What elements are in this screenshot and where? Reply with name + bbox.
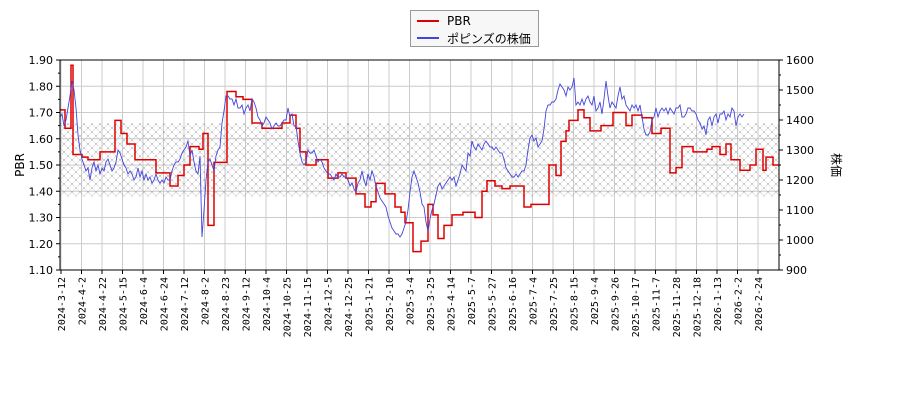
x-tick-label: 2025-7-4 [529, 277, 540, 325]
right-tick-label: 1100 [786, 204, 814, 217]
x-tick-label: 2026-2-2 [734, 277, 745, 325]
left-tick-label: 1.40 [29, 185, 54, 198]
x-tick-label: 2025-3-25 [426, 277, 437, 331]
x-tick-label: 2024-4-22 [98, 277, 109, 331]
left-tick-label: 1.50 [29, 159, 54, 172]
legend-item-pbr: PBR [417, 13, 471, 29]
legend-label-pbr: PBR [447, 14, 471, 28]
x-tick-label: 2025-9-4 [590, 277, 601, 325]
x-tick-label: 2024-10-25 [283, 277, 294, 337]
x-tick-label: 2025-3-4 [406, 277, 417, 325]
x-tick-label: 2024-3-12 [57, 277, 68, 331]
x-tick-label: 2024-8-23 [221, 277, 232, 331]
right-tick-label: 1200 [786, 174, 814, 187]
x-tick-label: 2025-1-21 [365, 277, 376, 331]
left-tick-label: 1.10 [29, 264, 54, 277]
left-tick-label: 1.70 [29, 107, 54, 120]
left-tick-label: 1.30 [29, 212, 54, 225]
x-tick-label: 2026-1-13 [713, 277, 724, 331]
x-tick-label: 2025-6-16 [508, 277, 519, 331]
right-tick-label: 1500 [786, 84, 814, 97]
x-tick-label: 2024-8-2 [201, 277, 212, 325]
right-tick-label: 1000 [786, 234, 814, 247]
x-tick-label: 2025-5-7 [467, 277, 478, 325]
x-tick-label: 2025-5-27 [488, 277, 499, 331]
price-swatch-icon [417, 37, 439, 39]
x-tick-label: 2025-11-7 [652, 277, 663, 331]
x-tick-label: 2025-8-15 [570, 277, 581, 331]
pbr-range-band [60, 123, 779, 197]
right-axis-title: 株価 [829, 153, 844, 177]
right-tick-label: 1300 [786, 144, 814, 157]
right-tick-label: 1400 [786, 114, 814, 127]
left-axis-title: PBR [13, 153, 27, 177]
left-axis-ticks: 1.10 1.20 1.30 1.40 1.50 1.60 1.70 1.80 1.90 [29, 54, 60, 277]
legend-item-price: ポピンズの株価 [417, 30, 531, 46]
x-tick-label: 2024-4-2 [78, 277, 89, 325]
pbr-series-line [60, 64, 779, 253]
legend: PBR ポピンズの株価 [410, 10, 539, 47]
left-tick-label: 1.20 [29, 238, 54, 251]
pbr-swatch-icon [417, 20, 439, 22]
x-tick-label: 2025-4-14 [447, 277, 458, 331]
right-tick-label: 900 [786, 264, 807, 277]
legend-label-price: ポピンズの株価 [447, 31, 531, 46]
x-axis-ticks: 2024-3-12 2024-4-2 2024-4-22 2024-5-15 2024-… [57, 270, 765, 337]
x-tick-label: 2024-11-15 [303, 277, 314, 337]
x-tick-label: 2025-10-17 [631, 277, 642, 337]
x-tick-label: 2025-9-26 [611, 277, 622, 331]
x-tick-label: 2024-12-25 [344, 277, 355, 337]
x-tick-label: 2025-12-18 [693, 277, 704, 337]
x-tick-label: 2024-12-5 [324, 277, 335, 331]
price-series-line [59, 77, 745, 238]
left-tick-label: 1.80 [29, 80, 54, 93]
right-axis-ticks: 900 1000 1100 1200 1300 1400 1500 1600 [779, 54, 814, 277]
x-tick-label: 2024-6-24 [160, 277, 171, 331]
left-tick-label: 1.60 [29, 133, 54, 146]
left-tick-label: 1.90 [29, 54, 54, 67]
x-tick-label: 2024-9-12 [242, 277, 253, 331]
x-tick-label: 2026-2-24 [754, 277, 765, 331]
x-tick-label: 2025-7-25 [549, 277, 560, 331]
x-tick-label: 2024-10-4 [262, 277, 273, 331]
right-tick-label: 1600 [786, 54, 814, 67]
x-tick-label: 2025-2-10 [385, 277, 396, 331]
x-tick-label: 2024-6-4 [139, 277, 150, 325]
x-tick-label: 2024-5-15 [119, 277, 130, 331]
x-tick-label: 2025-11-28 [672, 277, 683, 337]
x-tick-label: 2024-7-12 [180, 277, 191, 331]
